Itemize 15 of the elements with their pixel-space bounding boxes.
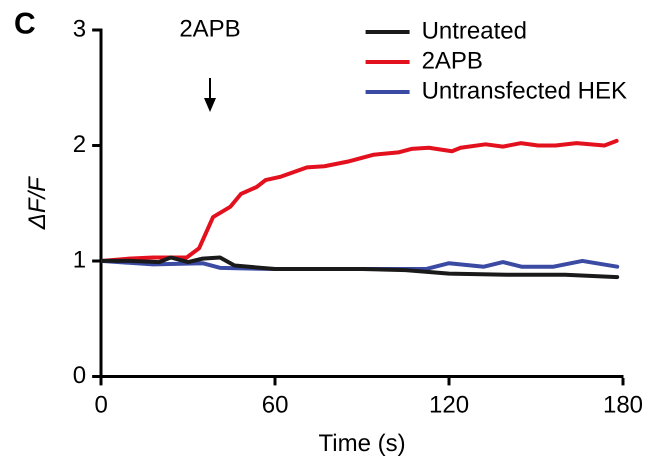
x-tick-label: 60 bbox=[262, 391, 288, 418]
legend-label: Untransfected HEK bbox=[422, 78, 628, 105]
y-tick-label: 1 bbox=[72, 246, 86, 274]
x-tick-label: 120 bbox=[429, 391, 470, 418]
legend-label: Untreated bbox=[422, 18, 527, 45]
x-axis-title: Time (s) bbox=[318, 430, 406, 458]
y-tick-label: 3 bbox=[72, 16, 86, 43]
text: C bbox=[14, 7, 36, 40]
y-axis-title: ΔF/F bbox=[24, 176, 52, 230]
y-tick-label: 2 bbox=[72, 131, 86, 158]
legend-label: 2APB bbox=[422, 48, 483, 75]
x-tick-label: 0 bbox=[94, 391, 108, 418]
y-tick-label: 0 bbox=[72, 362, 86, 390]
annotation: 2APB bbox=[179, 16, 241, 43]
x-tick-label: 180 bbox=[602, 391, 644, 418]
